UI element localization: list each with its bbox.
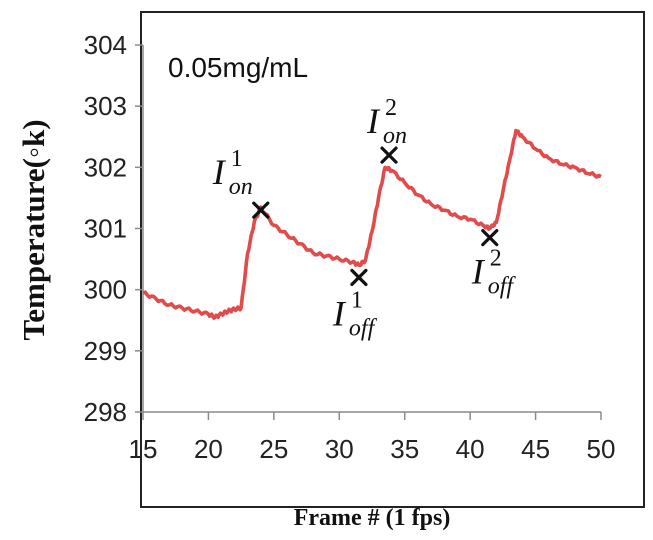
x-tick-label: 40 <box>456 434 485 464</box>
x-tick-label: 45 <box>521 434 550 464</box>
marker-label-superscript: 2 <box>385 95 397 121</box>
marker-label-superscript: 1 <box>231 146 243 172</box>
marker-label-superscript: 2 <box>490 246 502 272</box>
x-tick-label: 35 <box>390 434 419 464</box>
y-tick-label: 298 <box>84 397 127 427</box>
marker-label-subscript: on <box>383 123 407 149</box>
y-tick-label: 302 <box>84 152 127 182</box>
x-marker-stroke <box>350 268 368 287</box>
concentration-label: 0.05mg/mL <box>168 52 308 83</box>
event-marker <box>481 229 499 247</box>
x-tick-label: 20 <box>194 434 223 464</box>
marker-label: I <box>212 152 227 192</box>
y-axis-label: Temperature(◦k) <box>16 119 51 340</box>
marker-label-subscript: on <box>229 174 253 200</box>
x-tick-label: 50 <box>587 434 616 464</box>
y-tick-label: 300 <box>84 275 127 305</box>
y-tick-label: 304 <box>84 30 127 60</box>
plot-frame <box>140 11 645 508</box>
marker-label: I <box>471 252 486 292</box>
marker-label: I <box>332 293 347 333</box>
event-marker <box>350 268 368 287</box>
y-tick-label: 299 <box>84 336 127 366</box>
marker-label-subscript: off <box>488 274 517 300</box>
x-marker-stroke <box>252 201 270 219</box>
event-marker <box>380 146 398 164</box>
temperature-series-line <box>142 128 602 320</box>
x-marker-stroke <box>380 146 398 164</box>
x-tick-label: 15 <box>129 434 158 464</box>
x-marker-stroke <box>481 229 499 247</box>
x-tick-label: 25 <box>259 434 288 464</box>
marker-label: I <box>366 101 381 141</box>
x-tick-label: 30 <box>325 434 354 464</box>
y-tick-label: 301 <box>84 214 127 244</box>
x-axis-label: Frame # (1 fps) <box>294 505 451 531</box>
event-marker <box>252 201 270 219</box>
y-tick-label: 303 <box>84 91 127 121</box>
marker-label-subscript: off <box>349 315 378 341</box>
marker-label-superscript: 1 <box>351 287 363 313</box>
